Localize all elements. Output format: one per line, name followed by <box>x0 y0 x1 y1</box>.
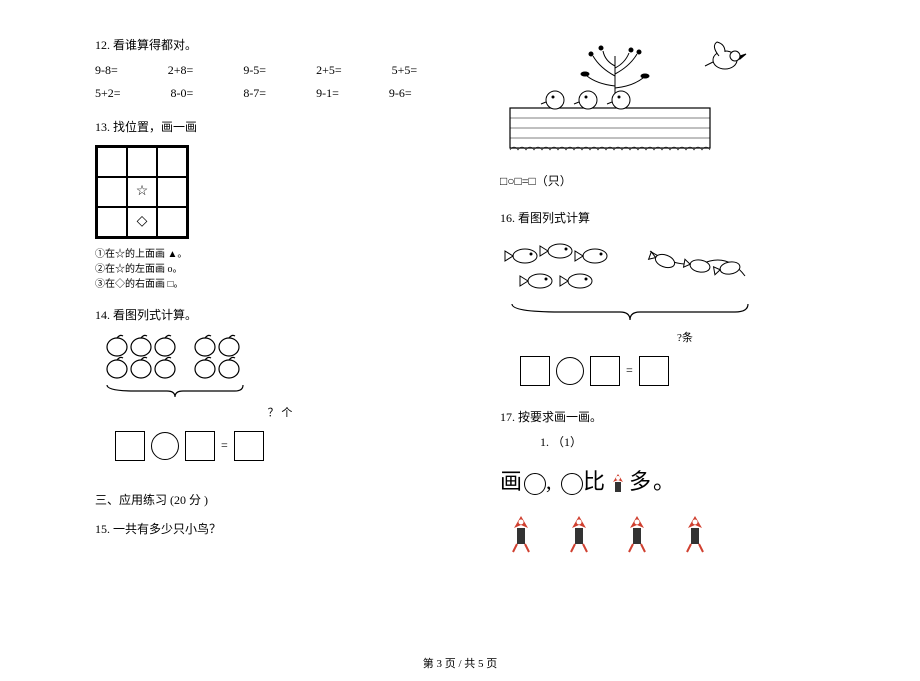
calc-cell: 9-1= <box>316 84 339 103</box>
calc-cell: 2+5= <box>316 61 342 80</box>
eq-square <box>234 431 264 461</box>
grid-cell <box>97 147 127 177</box>
q16-brace-label: ?条 <box>500 330 870 348</box>
grid-cell <box>157 177 187 207</box>
grid-cell-star: ☆ <box>127 177 157 207</box>
left-column: 12. 看谁算得都对。 9-8= 2+8= 9-5= 2+5= 5+5= 5+2… <box>95 30 465 650</box>
eq-equals: = <box>221 436 228 455</box>
q15-title: 15. 一共有多少只小鸟？ <box>95 520 465 539</box>
calc-cell: 8-0= <box>171 84 194 103</box>
q14-brace-label: ？ 个 <box>95 405 465 423</box>
chick-icon <box>506 514 536 554</box>
q12-row2: 5+2= 8-0= 8-7= 9-1= 9-6= <box>95 84 465 103</box>
q16-equation: = <box>520 356 870 386</box>
grid-cell <box>97 207 127 237</box>
grid-cell <box>97 177 127 207</box>
q12-row1: 9-8= 2+8= 9-5= 2+5= 5+5= <box>95 61 465 80</box>
chick-icon <box>680 514 710 554</box>
section3-title: 三、应用练习 (20 分 ) <box>95 491 465 510</box>
grid-cell <box>157 147 187 177</box>
q17-sub1: 1. （1） <box>500 433 870 452</box>
q16-title: 16. 看图列式计算 <box>500 209 870 228</box>
q13-title: 13. 找位置，画一画 <box>95 118 465 137</box>
q15-answer-line: □○□=□（只） <box>500 172 870 191</box>
q13-instr2: ②在☆的左面画 o。 <box>95 262 465 277</box>
q15-figure <box>500 38 870 168</box>
calc-cell: 9-6= <box>389 84 412 103</box>
q13-instr1: ①在☆的上面画 ▲。 <box>95 247 465 262</box>
q17-icons-row <box>500 514 870 554</box>
q13-grid: ☆ ◇ <box>95 145 189 239</box>
q17-instruction: 画, 比多。 <box>500 464 870 499</box>
calc-cell: 9-5= <box>243 61 266 80</box>
right-column: □○□=□（只） 16. 看图列式计算 <box>500 30 870 650</box>
q13-instructions: ①在☆的上面画 ▲。 ②在☆的左面画 o。 ③在◇的右面画 □。 <box>95 247 465 292</box>
chick-icon <box>622 514 652 554</box>
q17-title: 17. 按要求画一画。 <box>500 408 870 427</box>
eq-square <box>590 356 620 386</box>
eq-square <box>115 431 145 461</box>
eq-square <box>185 431 215 461</box>
grid-cell <box>127 147 157 177</box>
q14-figure: ？ 个 <box>95 333 465 423</box>
eq-square <box>520 356 550 386</box>
calc-cell: 5+2= <box>95 84 121 103</box>
q14-title: 14. 看图列式计算。 <box>95 306 465 325</box>
calc-cell: 8-7= <box>243 84 266 103</box>
calc-cell: 2+8= <box>168 61 194 80</box>
eq-circle <box>556 357 584 385</box>
q16-figure: ?条 <box>500 236 870 348</box>
q13-instr3: ③在◇的右面画 □。 <box>95 277 465 292</box>
calc-cell: 5+5= <box>392 61 418 80</box>
q14-equation: = <box>115 431 465 461</box>
eq-equals: = <box>626 361 633 380</box>
eq-circle <box>151 432 179 460</box>
q12-title: 12. 看谁算得都对。 <box>95 36 465 55</box>
calc-cell: 9-8= <box>95 61 118 80</box>
chick-icon <box>564 514 594 554</box>
grid-cell <box>157 207 187 237</box>
page-footer: 第 3 页 / 共 5 页 <box>0 650 920 671</box>
grid-cell-diamond: ◇ <box>127 207 157 237</box>
eq-square <box>639 356 669 386</box>
